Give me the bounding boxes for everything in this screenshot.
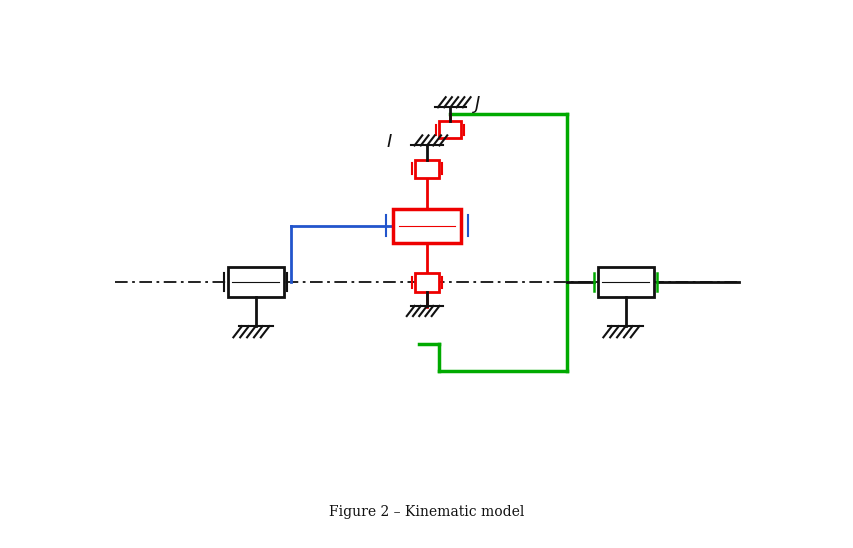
Bar (228, 267, 283, 296)
Bar (415, 273, 438, 292)
Text: I: I (386, 133, 392, 151)
Bar (597, 267, 653, 296)
Text: J: J (474, 95, 479, 113)
Bar (392, 209, 461, 243)
Bar (439, 121, 461, 139)
Bar (415, 159, 438, 178)
Text: Figure 2 – Kinematic model: Figure 2 – Kinematic model (329, 505, 524, 518)
